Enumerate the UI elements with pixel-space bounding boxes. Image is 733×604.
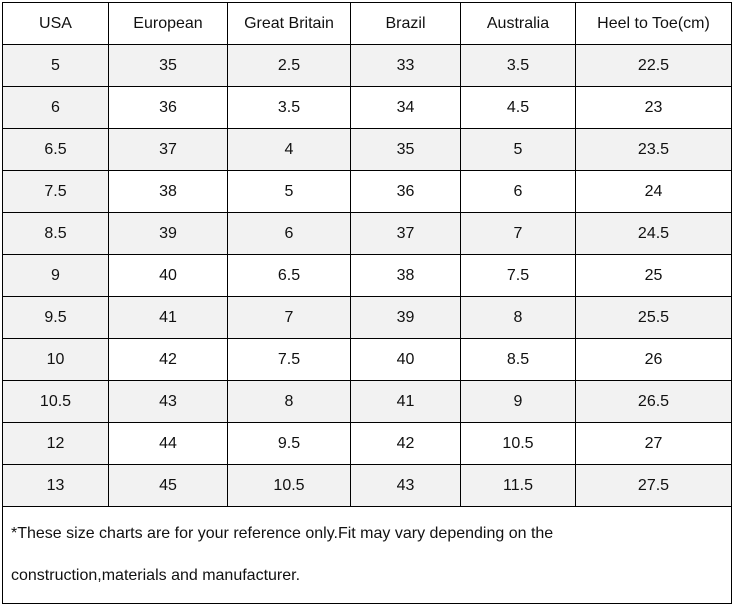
table-cell: 8.5	[460, 338, 576, 381]
table-cell: 9.5	[2, 296, 109, 339]
table-cell: 43	[350, 464, 461, 507]
table-cell: 9.5	[227, 422, 351, 465]
table-cell: 5	[227, 170, 351, 213]
table-cell: 40	[108, 254, 228, 297]
table-cell: 7.5	[227, 338, 351, 381]
table-cell: 4	[227, 128, 351, 171]
table-cell: 6	[2, 86, 109, 129]
table-cell: 10.5	[2, 380, 109, 423]
table-cell: 39	[350, 296, 461, 339]
header-row: USA European Great Britain Brazil Australia H…	[2, 2, 732, 45]
table-cell: 23.5	[575, 128, 732, 171]
table-cell: 5	[460, 128, 576, 171]
table-cell: 37	[108, 128, 228, 171]
table-cell: 45	[108, 464, 228, 507]
table-row: 6.5 37 4 35 5 23.5	[2, 128, 732, 171]
table-cell: 13	[2, 464, 109, 507]
table-cell: 7	[227, 296, 351, 339]
header-cell: Great Britain	[227, 2, 351, 45]
table-row: 10 42 7.5 40 8.5 26	[2, 338, 732, 381]
table-row: 7.5 38 5 36 6 24	[2, 170, 732, 213]
table-cell: 37	[350, 212, 461, 255]
header-cell: Australia	[460, 2, 576, 45]
table-cell: 4.5	[460, 86, 576, 129]
table-cell: 9	[2, 254, 109, 297]
table-cell: 24.5	[575, 212, 732, 255]
table-cell: 42	[350, 422, 461, 465]
table-row: 9.5 41 7 39 8 25.5	[2, 296, 732, 339]
table-cell: 25.5	[575, 296, 732, 339]
note-cell: *These size charts are for your referenc…	[2, 506, 732, 604]
table-cell: 42	[108, 338, 228, 381]
table-cell: 12	[2, 422, 109, 465]
table-cell: 7	[460, 212, 576, 255]
table-cell: 35	[350, 128, 461, 171]
table-row: 5 35 2.5 33 3.5 22.5	[2, 44, 732, 87]
table-cell: 33	[350, 44, 461, 87]
table-row: 9 40 6.5 38 7.5 25	[2, 254, 732, 297]
table-cell: 44	[108, 422, 228, 465]
table-cell: 8	[460, 296, 576, 339]
note-row: *These size charts are for your referenc…	[2, 506, 732, 604]
table-cell: 24	[575, 170, 732, 213]
table-cell: 8	[227, 380, 351, 423]
table-cell: 35	[108, 44, 228, 87]
table-cell: 38	[108, 170, 228, 213]
table-cell: 41	[108, 296, 228, 339]
table-row: 8.5 39 6 37 7 24.5	[2, 212, 732, 255]
table-cell: 27.5	[575, 464, 732, 507]
table-row: 13 45 10.5 43 11.5 27.5	[2, 464, 732, 507]
table-cell: 23	[575, 86, 732, 129]
table-cell: 26.5	[575, 380, 732, 423]
table-cell: 27	[575, 422, 732, 465]
note-line: *These size charts are for your referenc…	[11, 525, 554, 542]
table-cell: 6.5	[227, 254, 351, 297]
table-cell: 36	[108, 86, 228, 129]
table-cell: 40	[350, 338, 461, 381]
table-cell: 3.5	[460, 44, 576, 87]
table-cell: 11.5	[460, 464, 576, 507]
table-cell: 10.5	[460, 422, 576, 465]
table-cell: 2.5	[227, 44, 351, 87]
header-cell: Brazil	[350, 2, 461, 45]
table-cell: 39	[108, 212, 228, 255]
table-cell: 43	[108, 380, 228, 423]
table-cell: 5	[2, 44, 109, 87]
table-cell: 38	[350, 254, 461, 297]
table-cell: 8.5	[2, 212, 109, 255]
table-cell: 6	[227, 212, 351, 255]
table-cell: 10.5	[227, 464, 351, 507]
table-cell: 25	[575, 254, 732, 297]
table-cell: 41	[350, 380, 461, 423]
table-cell: 36	[350, 170, 461, 213]
table-cell: 34	[350, 86, 461, 129]
table-row: 10.5 43 8 41 9 26.5	[2, 380, 732, 423]
table-row: 6 36 3.5 34 4.5 23	[2, 86, 732, 129]
table-cell: 3.5	[227, 86, 351, 129]
table-cell: 6	[460, 170, 576, 213]
table-cell: 26	[575, 338, 732, 381]
table-cell: 10	[2, 338, 109, 381]
header-cell: Heel to Toe(cm)	[575, 2, 732, 45]
header-cell: USA	[2, 2, 109, 45]
table-row: 12 44 9.5 42 10.5 27	[2, 422, 732, 465]
header-cell: European	[108, 2, 228, 45]
table-cell: 22.5	[575, 44, 732, 87]
table-cell: 6.5	[2, 128, 109, 171]
table-cell: 9	[460, 380, 576, 423]
table-cell: 7.5	[460, 254, 576, 297]
table-cell: 7.5	[2, 170, 109, 213]
note-line: construction,materials and manufacturer.	[11, 567, 301, 584]
